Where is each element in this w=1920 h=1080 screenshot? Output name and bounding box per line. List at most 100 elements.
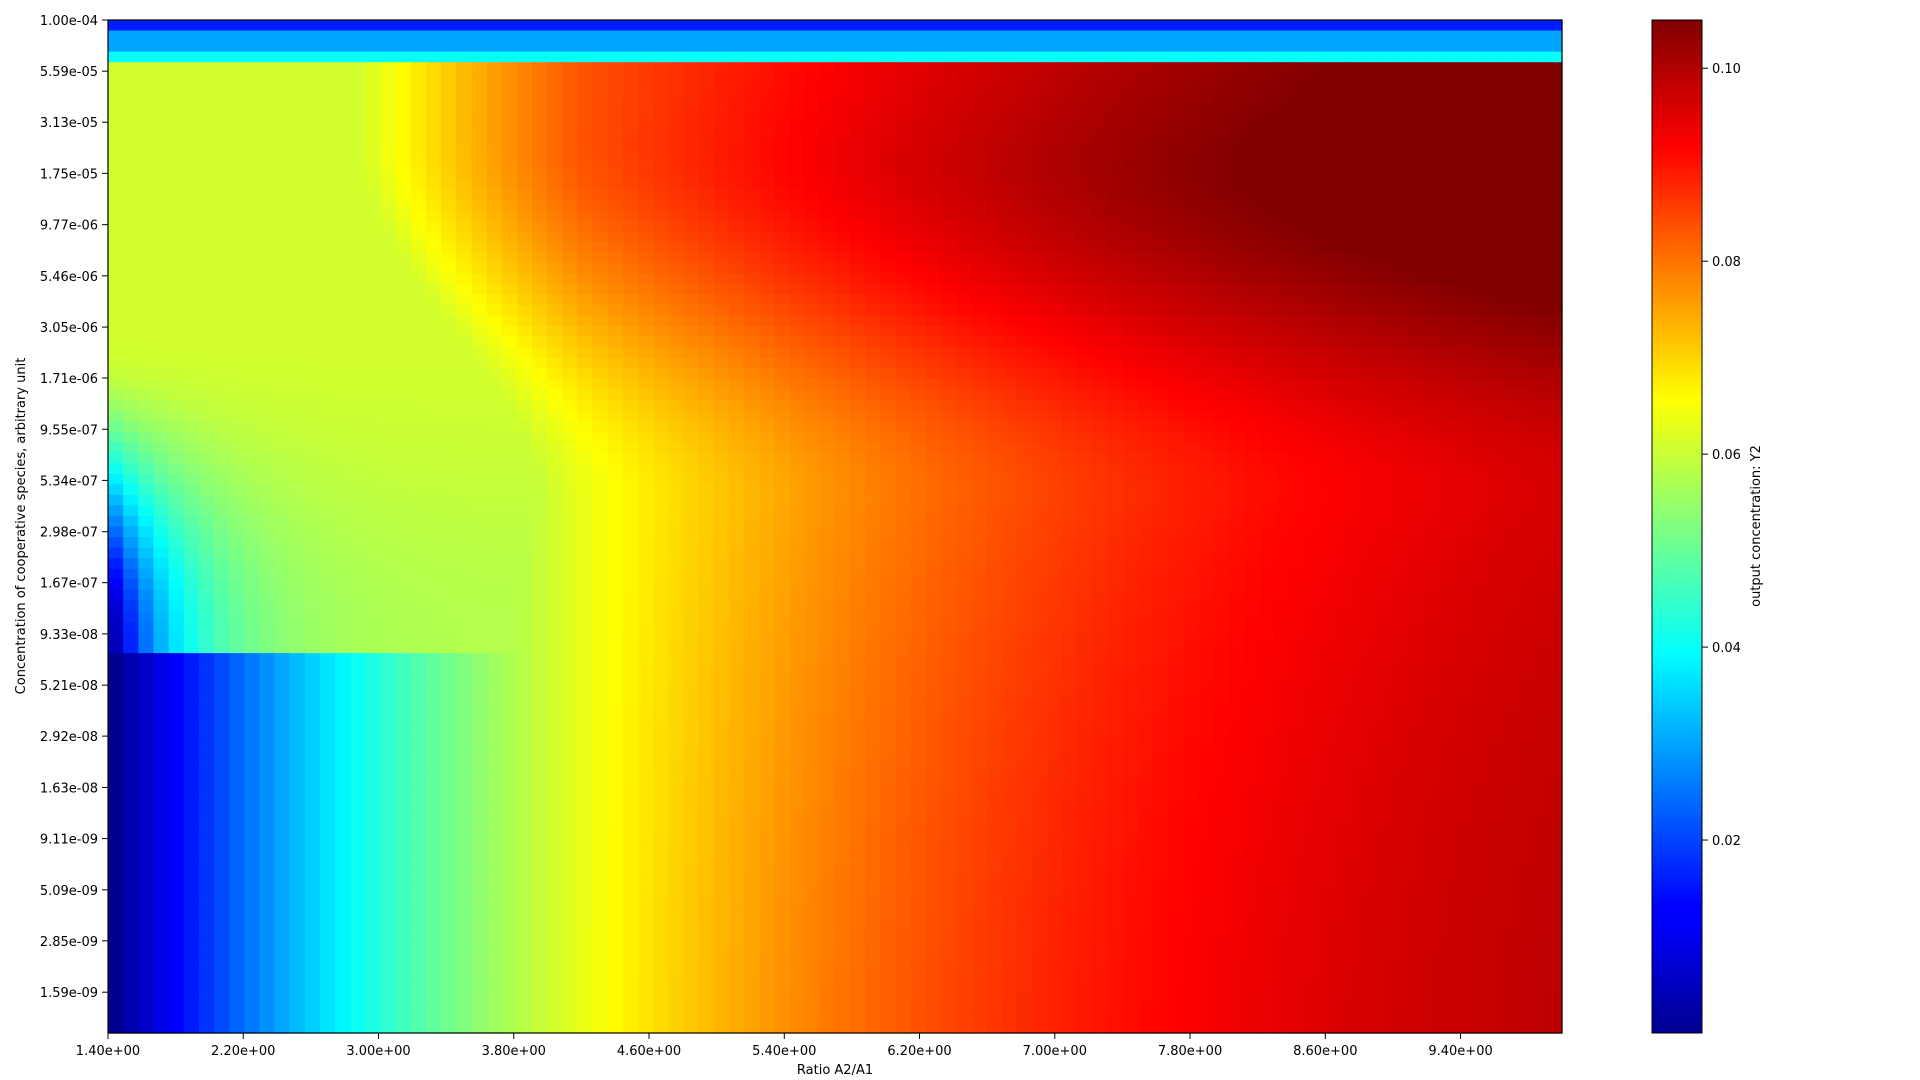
heatmap-cell bbox=[1274, 178, 1290, 190]
heatmap-cell bbox=[1289, 431, 1306, 443]
heatmap-cell bbox=[1168, 463, 1184, 475]
heatmap-cell bbox=[713, 315, 730, 327]
heatmap-cell bbox=[1365, 93, 1381, 106]
heatmap-cell bbox=[274, 146, 291, 158]
heatmap-cell bbox=[471, 537, 488, 549]
heatmap-cell bbox=[108, 188, 124, 200]
heatmap-cell bbox=[1168, 431, 1184, 443]
heatmap-cell bbox=[274, 167, 291, 179]
heatmap-cell bbox=[622, 420, 639, 433]
heatmap-cell bbox=[198, 125, 215, 137]
heatmap-cell bbox=[244, 558, 261, 570]
heatmap-cell bbox=[1259, 357, 1275, 369]
heatmap-cell bbox=[895, 83, 912, 95]
heatmap-cell bbox=[910, 125, 927, 137]
heatmap-cell bbox=[1349, 368, 1366, 380]
heatmap-cell bbox=[850, 262, 866, 274]
heatmap-cell bbox=[1228, 537, 1245, 549]
heatmap-cell bbox=[1365, 231, 1381, 243]
heatmap-cell bbox=[1062, 241, 1078, 253]
heatmap-cell bbox=[1259, 262, 1275, 274]
heatmap-cell bbox=[1334, 389, 1351, 401]
heatmap-cell bbox=[728, 167, 745, 179]
heatmap-cell bbox=[486, 484, 503, 496]
heatmap-cell bbox=[865, 304, 882, 317]
heatmap-cell bbox=[244, 537, 261, 549]
heatmap-cell bbox=[1455, 410, 1472, 422]
heatmap-cell bbox=[1365, 526, 1381, 538]
heatmap-cell bbox=[850, 146, 866, 158]
heatmap-cell bbox=[183, 209, 200, 222]
heatmap-cell bbox=[835, 558, 851, 570]
heatmap-cell bbox=[683, 209, 700, 222]
heatmap-cell bbox=[789, 209, 806, 222]
heatmap-cell bbox=[426, 178, 442, 190]
heatmap-cell bbox=[819, 526, 836, 538]
heatmap-cell bbox=[774, 30, 791, 42]
heatmap-cell bbox=[516, 410, 533, 422]
heatmap-cell bbox=[410, 199, 427, 211]
heatmap-cell bbox=[153, 494, 170, 506]
heatmap-cell bbox=[1486, 357, 1503, 369]
heatmap-cell bbox=[713, 83, 730, 95]
heatmap-cell bbox=[925, 231, 942, 243]
heatmap-cell bbox=[1546, 157, 1563, 169]
heatmap-cell bbox=[1077, 304, 1094, 317]
heatmap-cell bbox=[1107, 368, 1124, 380]
heatmap-cell bbox=[819, 262, 836, 274]
heatmap-cell bbox=[410, 494, 427, 506]
heatmap-cell bbox=[1107, 484, 1124, 496]
heatmap-cell bbox=[1198, 273, 1215, 285]
heatmap-cell bbox=[244, 220, 261, 232]
heatmap-cell bbox=[214, 442, 230, 454]
heatmap-cell bbox=[441, 294, 457, 306]
heatmap-cell bbox=[941, 146, 957, 158]
heatmap-cell bbox=[1259, 199, 1275, 211]
heatmap-cell bbox=[956, 273, 972, 285]
heatmap-cell bbox=[395, 326, 412, 338]
heatmap-cell bbox=[304, 463, 321, 475]
heatmap-cell bbox=[1349, 399, 1366, 412]
heatmap-cell bbox=[653, 547, 669, 559]
heatmap-cell bbox=[198, 410, 215, 422]
heatmap-cell bbox=[804, 220, 821, 232]
heatmap-cell bbox=[1455, 146, 1472, 158]
heatmap-cell bbox=[1183, 231, 1200, 243]
heatmap-cell bbox=[501, 114, 518, 127]
heatmap-cell bbox=[1349, 30, 1366, 42]
heatmap-cell bbox=[819, 389, 836, 401]
heatmap-cell bbox=[925, 167, 942, 179]
heatmap-cell bbox=[1365, 389, 1381, 401]
heatmap-cell bbox=[728, 326, 745, 338]
heatmap-cell bbox=[850, 304, 866, 317]
heatmap-cell bbox=[819, 326, 836, 338]
heatmap-cell bbox=[259, 347, 276, 359]
heatmap-cell bbox=[532, 199, 548, 211]
heatmap-cell bbox=[229, 199, 245, 211]
heatmap-cell bbox=[1349, 484, 1366, 496]
heatmap-cell bbox=[350, 494, 367, 506]
heatmap-cell bbox=[335, 442, 351, 454]
heatmap-cell bbox=[1107, 336, 1124, 348]
heatmap-cell bbox=[698, 41, 715, 53]
heatmap-cell bbox=[1471, 304, 1487, 317]
heatmap-cell bbox=[304, 357, 321, 369]
heatmap-cell bbox=[350, 62, 367, 74]
heatmap-cell bbox=[1410, 315, 1427, 327]
heatmap-cell bbox=[1471, 72, 1487, 84]
heatmap-cell bbox=[198, 326, 215, 338]
heatmap-cell bbox=[486, 209, 503, 222]
heatmap-cell bbox=[456, 51, 473, 63]
heatmap-cell bbox=[516, 378, 533, 390]
heatmap-cell bbox=[1425, 442, 1442, 454]
heatmap-cell bbox=[123, 326, 139, 338]
heatmap-cell bbox=[804, 294, 821, 306]
heatmap-cell bbox=[456, 431, 473, 443]
heatmap-cell bbox=[320, 315, 336, 327]
heatmap-cell bbox=[108, 547, 124, 559]
heatmap-cell bbox=[1319, 20, 1336, 32]
heatmap-cell bbox=[304, 41, 321, 53]
heatmap-cell bbox=[244, 93, 261, 106]
heatmap-cell bbox=[1031, 104, 1048, 116]
heatmap-cell bbox=[1349, 442, 1366, 454]
